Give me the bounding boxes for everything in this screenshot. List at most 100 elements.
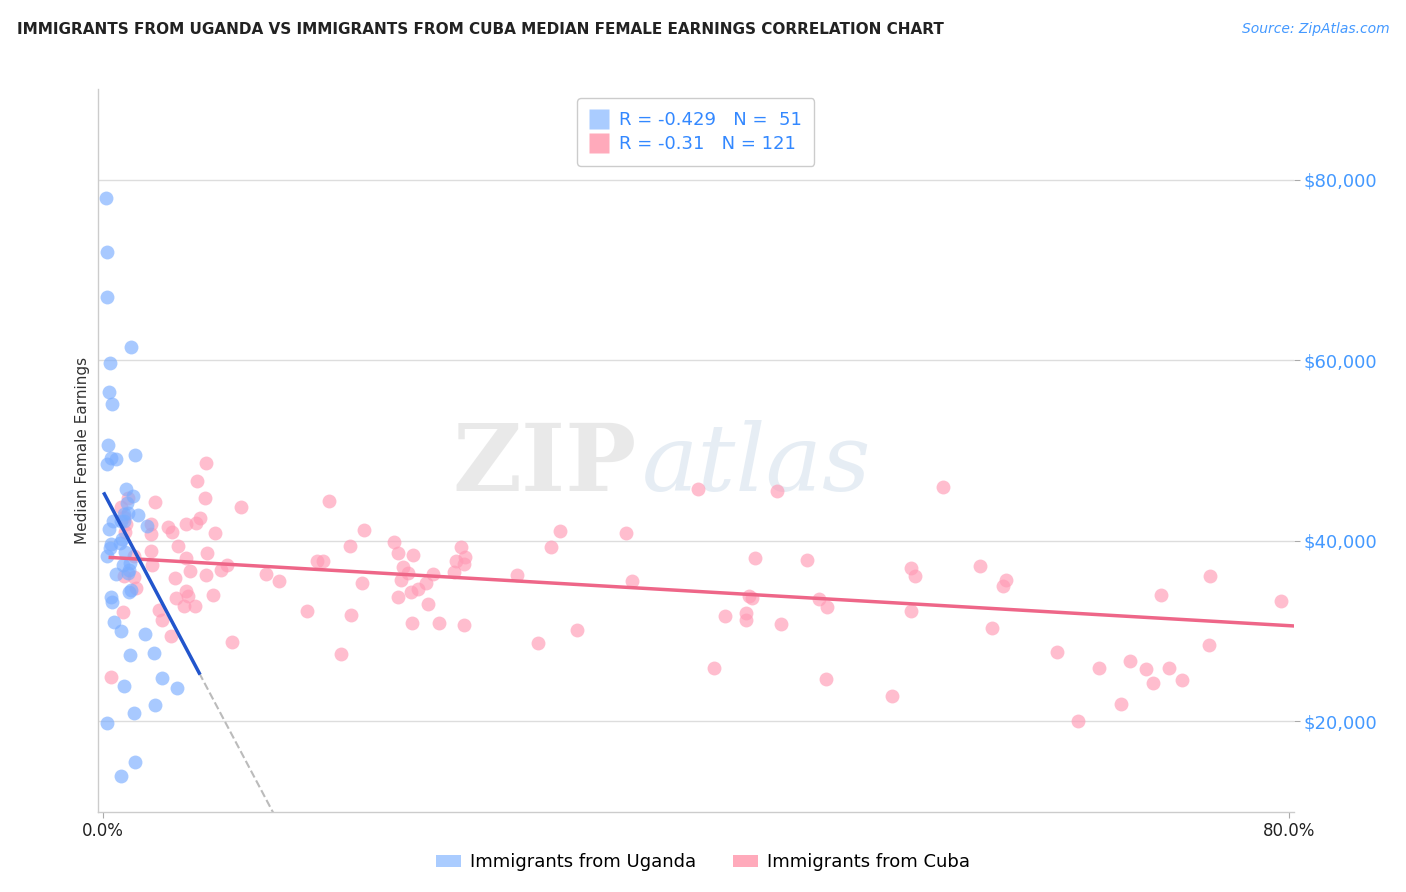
Point: [614, 526, 637, 541]
Point: [815, 673, 838, 687]
Point: [807, 591, 830, 606]
Point: [1135, 662, 1157, 676]
Point: [1045, 644, 1067, 658]
Point: [931, 480, 953, 494]
Point: [124, 448, 146, 462]
Point: [295, 604, 318, 618]
Point: [122, 706, 145, 720]
Point: [122, 549, 145, 564]
Point: [904, 569, 927, 583]
Point: [1150, 588, 1173, 602]
Point: [450, 540, 472, 554]
Point: [406, 582, 429, 597]
Point: [96, 290, 118, 304]
Point: [769, 616, 792, 631]
Point: [209, 564, 232, 578]
Point: [173, 599, 195, 613]
Point: [100, 397, 122, 411]
Point: [1346, 597, 1368, 611]
Point: [114, 545, 136, 559]
Point: [177, 589, 200, 603]
Point: [735, 607, 758, 621]
Point: [202, 588, 225, 602]
Point: [150, 671, 173, 685]
Point: [96, 457, 118, 471]
Point: [1088, 660, 1111, 674]
Point: [112, 514, 135, 528]
Point: [399, 585, 422, 599]
Point: [184, 599, 207, 613]
Point: [565, 624, 588, 638]
Point: [396, 566, 419, 580]
Point: [160, 629, 183, 643]
Text: atlas: atlas: [643, 420, 872, 510]
Point: [179, 564, 201, 578]
Point: [112, 507, 135, 521]
Point: [167, 540, 190, 554]
Point: [174, 550, 197, 565]
Point: [340, 607, 363, 622]
Point: [127, 508, 149, 522]
Point: [231, 500, 253, 514]
Point: [120, 341, 142, 355]
Point: [114, 525, 136, 540]
Point: [110, 769, 132, 783]
Point: [122, 570, 145, 584]
Point: [110, 500, 132, 514]
Point: [453, 618, 475, 632]
Point: [120, 648, 142, 662]
Point: [969, 559, 991, 574]
Point: [141, 558, 163, 572]
Point: [307, 554, 329, 568]
Point: [387, 546, 409, 560]
Point: [714, 608, 737, 623]
Point: [194, 568, 217, 582]
Point: [96, 549, 118, 564]
Point: [738, 590, 761, 604]
Point: [415, 576, 437, 591]
Point: [391, 560, 413, 574]
Point: [254, 567, 277, 582]
Point: [122, 490, 145, 504]
Point: [1270, 593, 1292, 607]
Point: [96, 716, 118, 731]
Text: ZIP: ZIP: [451, 420, 637, 510]
Point: [190, 510, 212, 524]
Point: [111, 558, 134, 572]
Legend: R = -0.429   N =  51, R = -0.31   N = 121: R = -0.429 N = 51, R = -0.31 N = 121: [578, 98, 814, 166]
Point: [112, 679, 135, 693]
Point: [160, 524, 183, 539]
Point: [1333, 613, 1355, 627]
Point: [312, 554, 335, 568]
Point: [620, 574, 643, 588]
Point: [148, 603, 170, 617]
Point: [735, 613, 758, 627]
Point: [1350, 652, 1372, 666]
Point: [100, 670, 122, 684]
Point: [194, 491, 217, 505]
Point: [97, 438, 120, 452]
Point: [143, 647, 166, 661]
Point: [98, 384, 121, 399]
Point: [418, 598, 440, 612]
Point: [94, 191, 117, 205]
Point: [118, 564, 141, 578]
Point: [443, 566, 465, 580]
Point: [1157, 661, 1180, 675]
Text: IMMIGRANTS FROM UGANDA VS IMMIGRANTS FROM CUBA MEDIAN FEMALE EARNINGS CORRELATIO: IMMIGRANTS FROM UGANDA VS IMMIGRANTS FRO…: [17, 22, 943, 37]
Point: [141, 543, 163, 558]
Point: [143, 495, 166, 509]
Point: [150, 614, 173, 628]
Point: [111, 532, 134, 546]
Point: [506, 568, 529, 582]
Point: [120, 583, 142, 598]
Point: [1199, 568, 1222, 582]
Point: [1109, 697, 1132, 711]
Point: [100, 537, 122, 551]
Point: [353, 523, 375, 537]
Point: [330, 647, 353, 661]
Point: [156, 520, 179, 534]
Point: [100, 595, 122, 609]
Point: [980, 622, 1002, 636]
Point: [100, 450, 122, 465]
